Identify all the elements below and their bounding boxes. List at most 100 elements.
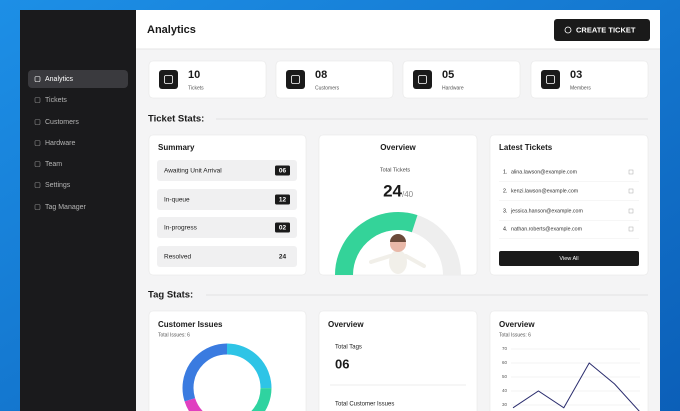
y-tick-label: 60	[502, 360, 508, 365]
summary-label: Resolved	[164, 254, 191, 261]
nav-item[interactable]: Analytics	[45, 76, 74, 83]
ticket-email[interactable]: alina.lawson@example.com	[511, 169, 578, 175]
donut-segment	[182, 343, 272, 411]
nav-item[interactable]: Tickets	[45, 97, 67, 104]
edit-icon[interactable]	[628, 208, 634, 214]
summary-badge	[275, 194, 290, 205]
panel-title: Overview	[328, 320, 364, 329]
nav-icon	[34, 97, 41, 103]
metric-label: Total Customer Issues	[335, 402, 394, 408]
summary-label: In-queue	[164, 197, 190, 204]
stat-icon-glyph	[164, 75, 173, 84]
metric-label: Total Tags	[335, 345, 362, 351]
page-title: Analytics	[147, 24, 196, 36]
panel-subtitle: Total Issues: 6	[158, 332, 190, 338]
nav-icon	[34, 161, 41, 167]
character-body	[389, 250, 407, 274]
character-arm	[404, 254, 426, 268]
stat-icon	[541, 70, 560, 89]
ticket-index: 2.	[503, 188, 507, 194]
nav-icon	[34, 204, 41, 210]
panel-title: Customer Issues	[158, 320, 223, 329]
ticket-index: 3.	[503, 208, 507, 214]
summary-value: 12	[279, 197, 287, 204]
summary-row	[157, 217, 297, 238]
character-illustration	[369, 234, 426, 274]
stat-label: Customers	[315, 85, 340, 91]
nav-item[interactable]: Settings	[45, 182, 71, 189]
view-all-button[interactable]	[499, 251, 639, 266]
summary-row	[157, 246, 297, 267]
stat-value: 08	[315, 69, 327, 81]
ticket-email[interactable]: nathan.roberts@example.com	[511, 226, 583, 232]
stat-label: Tickets	[188, 85, 204, 91]
gauge-max: /40	[402, 190, 414, 199]
nav-item[interactable]: Customers	[45, 119, 79, 126]
character-arm	[369, 254, 392, 264]
y-tick-label: 30	[502, 402, 508, 407]
ticket-index: 1.	[503, 169, 507, 175]
panel	[275, 60, 394, 99]
button-label[interactable]: CREATE TICKET	[576, 25, 636, 34]
create-ticket-button[interactable]: CREATE TICKET	[554, 19, 650, 41]
gauge-fill	[335, 212, 418, 275]
stat-icon-glyph	[291, 75, 300, 84]
gauge-subtitle: Total Tickets	[380, 167, 411, 173]
summary-row	[157, 189, 297, 210]
summary-badge	[275, 165, 290, 176]
view-all-label[interactable]: View All	[559, 256, 578, 262]
metric-value: 06	[335, 356, 349, 371]
nav-active	[28, 70, 128, 88]
edit-icon[interactable]	[628, 226, 634, 232]
stat-label: Hardware	[442, 85, 464, 91]
stat-value: 10	[188, 69, 200, 81]
panel	[530, 60, 649, 99]
nav-icon	[34, 182, 41, 188]
ticket-email[interactable]: jessica.hanson@example.com	[510, 208, 584, 214]
stat-icon-glyph	[418, 75, 427, 84]
nav-item[interactable]: Team	[45, 161, 62, 168]
character-hair	[390, 234, 406, 242]
summary-badge	[275, 222, 290, 233]
summary-value: 06	[279, 168, 287, 175]
panel-title: Overview	[499, 320, 535, 329]
stat-icon	[159, 70, 178, 89]
panel-subtitle: Total Issues: 6	[499, 332, 531, 338]
section-title: Ticket Stats:	[148, 114, 204, 125]
nav-icon	[34, 140, 41, 146]
summary-row	[157, 160, 297, 181]
edit-icon[interactable]	[628, 169, 634, 175]
summary-label: In-progress	[164, 225, 198, 232]
nav-icon	[34, 119, 41, 125]
ticket-index: 4.	[503, 226, 507, 232]
nav-item[interactable]: Hardware	[45, 140, 75, 147]
summary-label: Awaiting Unit Arrival	[164, 168, 222, 175]
panel	[148, 60, 267, 99]
panel	[318, 310, 478, 411]
panel	[402, 60, 521, 99]
panel-title: Latest Tickets	[499, 143, 553, 152]
stat-label: Members	[570, 85, 591, 91]
stat-value: 03	[570, 69, 582, 81]
y-tick-label: 70	[502, 346, 508, 351]
stat-value: 05	[442, 69, 454, 81]
stat-icon	[413, 70, 432, 89]
y-tick-label: 50	[502, 374, 508, 379]
gauge-value: 24	[383, 181, 402, 200]
summary-value: 24	[279, 254, 287, 261]
ticket-email[interactable]: kenzi.lawson@example.com	[511, 188, 579, 194]
panel	[489, 310, 649, 411]
y-tick-label: 40	[502, 388, 508, 393]
stat-icon-glyph	[546, 75, 555, 84]
gauge	[335, 212, 461, 275]
panel-title: Overview	[380, 143, 416, 152]
stat-icon	[286, 70, 305, 89]
nav-item[interactable]: Tag Manager	[45, 204, 87, 211]
edit-icon[interactable]	[628, 188, 634, 194]
section-title: Tag Stats:	[148, 290, 193, 301]
panel	[489, 134, 649, 276]
nav-icon	[34, 76, 41, 82]
summary-value: 02	[279, 225, 287, 232]
